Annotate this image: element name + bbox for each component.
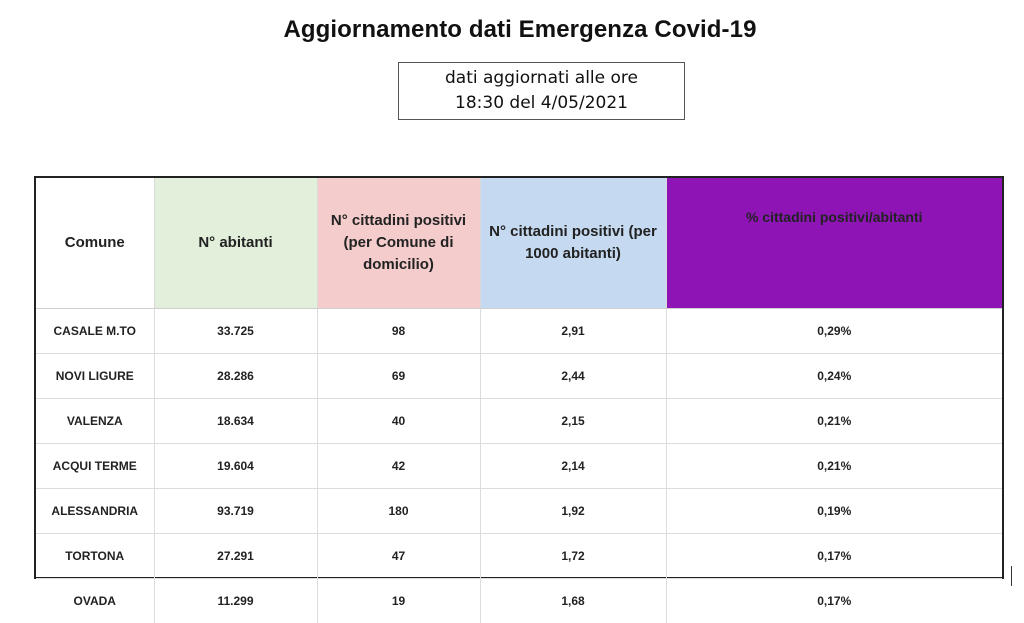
cell-per-1000: 1,68 — [480, 579, 666, 623]
cell-abitanti: 27.291 — [154, 534, 317, 579]
cell-positivi: 69 — [317, 354, 480, 399]
cell-positivi: 19 — [317, 579, 480, 623]
header-comune: Comune — [36, 178, 154, 309]
cell-abitanti: 28.286 — [154, 354, 317, 399]
cell-percentuale: 0,17% — [666, 579, 1002, 623]
header-positivi-domicilio: N° cittadini positivi (per Comune di dom… — [317, 178, 480, 309]
cell-percentuale: 0,29% — [666, 309, 1002, 354]
cell-per-1000: 1,72 — [480, 534, 666, 579]
cell-per-1000: 2,91 — [480, 309, 666, 354]
cell-comune: TORTONA — [36, 534, 154, 579]
cell-positivi: 42 — [317, 444, 480, 489]
cell-comune: NOVI LIGURE — [36, 354, 154, 399]
update-timestamp-box: dati aggiornati alle ore 18:30 del 4/05/… — [398, 62, 685, 120]
cell-per-1000: 2,14 — [480, 444, 666, 489]
cell-per-1000: 1,92 — [480, 489, 666, 534]
header-positivi-per-1000: N° cittadini positivi (per 1000 abitanti… — [480, 178, 666, 309]
cell-percentuale: 0,19% — [666, 489, 1002, 534]
cell-percentuale: 0,21% — [666, 399, 1002, 444]
page-title: Aggiornamento dati Emergenza Covid-19 — [0, 16, 1024, 44]
header-percentuale-positivi: % cittadini positivi/abitanti — [666, 178, 1002, 309]
covid-data-table: Comune N° abitanti N° cittadini positivi… — [36, 178, 1002, 623]
cell-per-1000: 2,44 — [480, 354, 666, 399]
cell-percentuale: 0,24% — [666, 354, 1002, 399]
cell-abitanti: 19.604 — [154, 444, 317, 489]
text-cursor — [1011, 566, 1012, 586]
cell-abitanti: 11.299 — [154, 579, 317, 623]
cell-positivi: 180 — [317, 489, 480, 534]
update-line-1: dati aggiornati alle ore — [399, 66, 684, 91]
table-header-row: Comune N° abitanti N° cittadini positivi… — [36, 178, 1002, 309]
cell-abitanti: 33.725 — [154, 309, 317, 354]
cell-comune: ALESSANDRIA — [36, 489, 154, 534]
cell-positivi: 40 — [317, 399, 480, 444]
cell-percentuale: 0,21% — [666, 444, 1002, 489]
cell-percentuale: 0,17% — [666, 534, 1002, 579]
cell-per-1000: 2,15 — [480, 399, 666, 444]
cell-comune: CASALE M.TO — [36, 309, 154, 354]
cell-comune: VALENZA — [36, 399, 154, 444]
cell-comune: OVADA — [36, 579, 154, 623]
cell-abitanti: 18.634 — [154, 399, 317, 444]
cell-comune: ACQUI TERME — [36, 444, 154, 489]
cell-positivi: 98 — [317, 309, 480, 354]
update-line-2: 18:30 del 4/05/2021 — [399, 91, 684, 116]
cell-positivi: 47 — [317, 534, 480, 579]
covid-data-table-container: Comune N° abitanti N° cittadini positivi… — [34, 176, 1004, 579]
header-abitanti: N° abitanti — [154, 178, 317, 309]
cell-abitanti: 93.719 — [154, 489, 317, 534]
